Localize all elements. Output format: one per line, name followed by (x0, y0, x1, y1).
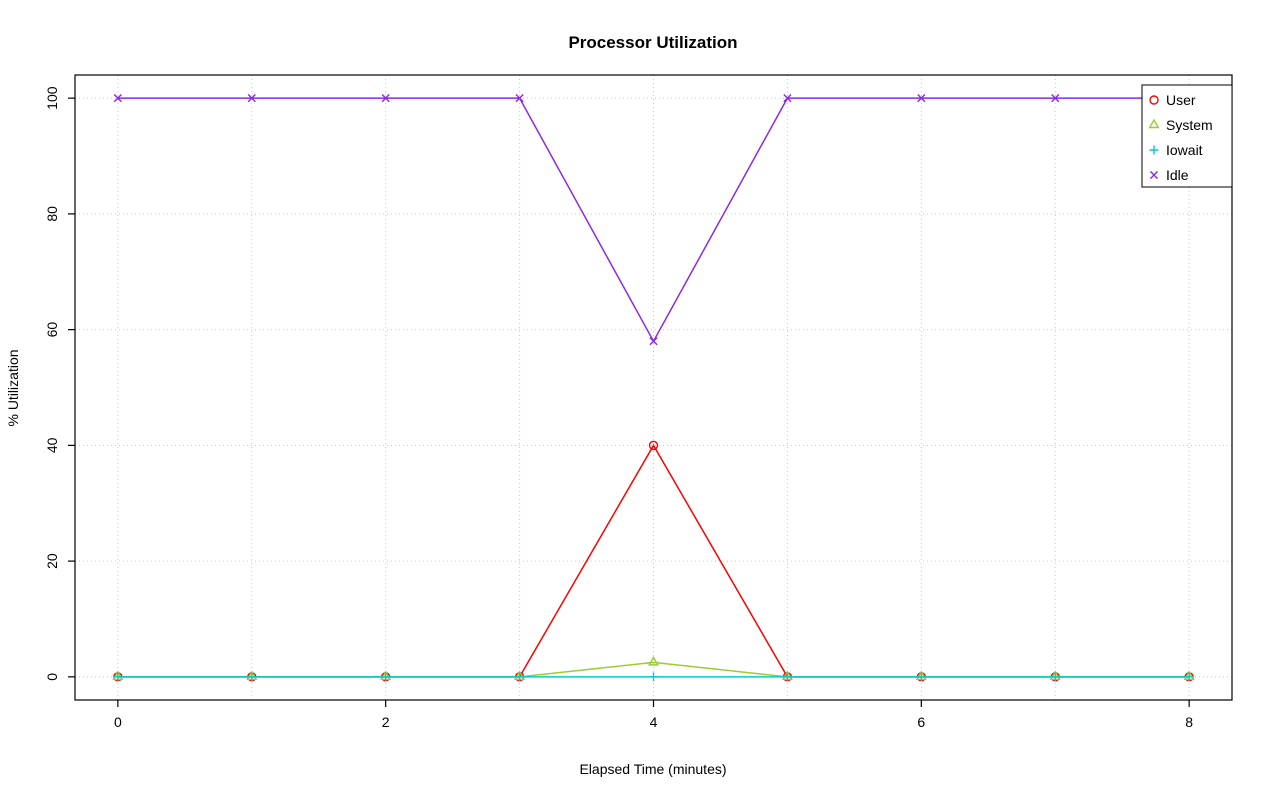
plus-marker (247, 672, 257, 682)
legend-label: Idle (1166, 167, 1189, 183)
legend-label: User (1166, 92, 1196, 108)
x-tick-label: 6 (917, 714, 925, 730)
plus-marker (515, 672, 525, 682)
x-axis-label: Elapsed Time (minutes) (579, 761, 726, 777)
x-marker (649, 337, 658, 346)
x-marker (247, 94, 256, 103)
legend-item-idle: Idle (1149, 167, 1189, 183)
legend-label: Iowait (1166, 142, 1203, 158)
y-tick-label: 0 (44, 673, 60, 681)
x-marker (515, 94, 524, 103)
y-tick-label: 80 (44, 206, 60, 222)
series-line (117, 443, 1190, 678)
series-iowait (113, 672, 1194, 682)
y-tick-label: 100 (44, 86, 60, 110)
circle-marker (1149, 95, 1159, 105)
y-tick-label: 40 (44, 437, 60, 453)
x-tick-label: 2 (382, 714, 390, 730)
circle-marker (648, 440, 659, 451)
data-series (112, 94, 1195, 682)
x-marker (1149, 170, 1159, 180)
plus-marker (1149, 145, 1159, 155)
triangle-marker (647, 655, 660, 666)
chart-title: Processor Utilization (568, 33, 737, 52)
plus-marker (916, 672, 926, 682)
x-tick-label: 8 (1185, 714, 1193, 730)
legend-item-system: System (1148, 117, 1213, 133)
grid-lines (75, 75, 1232, 700)
x-tick-label: 4 (650, 714, 658, 730)
legend-label: System (1166, 117, 1213, 133)
x-marker (381, 94, 390, 103)
y-tick-label: 60 (44, 322, 60, 338)
x-marker (783, 94, 792, 103)
x-tick-label: 0 (114, 714, 122, 730)
legend-item-iowait: Iowait (1149, 142, 1203, 158)
y-tick-label: 20 (44, 553, 60, 569)
plus-marker (113, 672, 123, 682)
plus-marker (649, 672, 658, 682)
triangle-marker (1148, 118, 1160, 129)
plus-marker (782, 672, 792, 682)
plus-marker (1050, 672, 1060, 682)
plus-marker (381, 672, 391, 682)
y-axis-label: % Utilization (5, 349, 21, 426)
x-marker (917, 94, 926, 103)
x-marker (113, 94, 122, 103)
legend: User System Iowait Idle (1141, 84, 1233, 188)
legend-item-user: User (1149, 92, 1196, 108)
plus-marker (1184, 672, 1194, 682)
x-marker (1051, 94, 1060, 103)
